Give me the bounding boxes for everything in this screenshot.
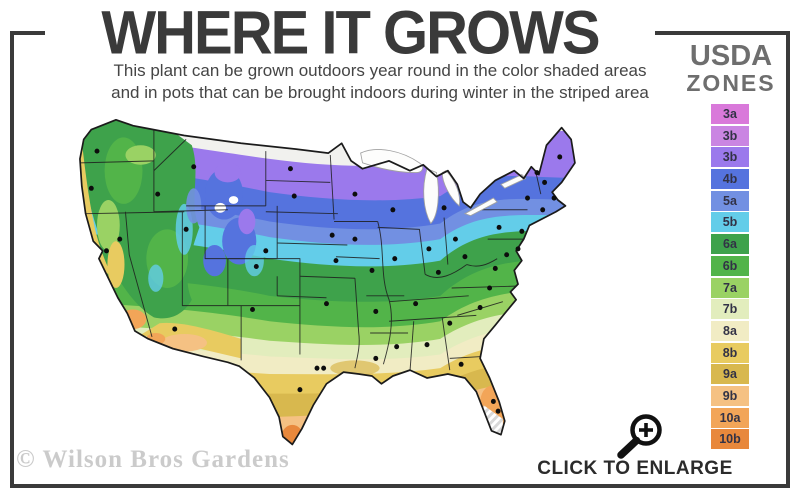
frame-bottom-border (10, 484, 790, 488)
state-boundaries (79, 127, 542, 373)
legend-zone-swatch: 5b (711, 212, 749, 233)
legend-zone-swatch: 9b (711, 385, 749, 406)
frame-left-border (10, 31, 14, 488)
legend-zone-swatch: 3b (711, 147, 749, 168)
subtitle-line-1: This plant can be grown outdoors year ro… (113, 61, 647, 80)
usda-zone-map[interactable] (42, 112, 592, 464)
frame-top-left-border (10, 31, 45, 35)
great-lakes (360, 149, 527, 225)
legend-zone-swatch: 9a (711, 364, 749, 385)
zones-label: ZONES (686, 70, 776, 96)
legend-zone-swatch: 6b (711, 255, 749, 276)
page-subtitle: This plant can be grown outdoors year ro… (60, 60, 700, 105)
legend-zone-swatch: 7b (711, 299, 749, 320)
zone-legend: 3a 3b 3b 4b 5a 5b 6a 6b 7a 7b 8a 8b 9a 9b 10a 10b (711, 104, 749, 451)
usda-label: USDA (689, 40, 773, 72)
page-title: WHERE IT GROWS (101, 0, 600, 68)
legend-zone-swatch: 3a (711, 104, 749, 124)
legend-zone-swatch: 10a (711, 407, 749, 428)
magnifier-svg (617, 414, 662, 459)
city-dots (88, 148, 563, 414)
legend-zone-swatch: 5a (711, 190, 749, 211)
us-outline (79, 118, 576, 446)
us-map-svg (79, 118, 576, 446)
legend-zone-swatch: 8b (711, 342, 749, 363)
usda-zones-heading: USDA ZONES (672, 40, 790, 96)
legend-zone-swatch: 10b (711, 429, 749, 450)
legend-zone-swatch: 8a (711, 320, 749, 341)
watermark: © Wilson Bros Gardens (16, 446, 290, 473)
legend-zone-swatch: 6a (711, 234, 749, 255)
subtitle-line-2: and in pots that can be brought indoors … (111, 83, 649, 103)
click-to-enlarge-label[interactable]: CLICK TO ENLARGE (537, 458, 733, 479)
legend-zone-swatch: 4b (711, 169, 749, 190)
legend-zone-swatch: 3b (711, 125, 749, 146)
frame-right-border (786, 31, 790, 488)
legend-zone-swatch: 7a (711, 277, 749, 298)
zone-color-bands (79, 119, 575, 445)
frame-top-right-border (655, 31, 790, 35)
magnifier-icon[interactable] (610, 410, 672, 462)
